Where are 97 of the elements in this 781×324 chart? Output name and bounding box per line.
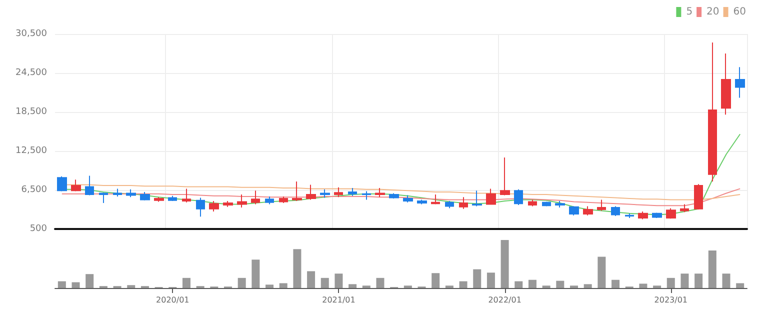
y-tick-label: 18,500 xyxy=(16,107,48,117)
candlestick xyxy=(237,194,247,208)
y-tick-label: 12,500 xyxy=(16,146,48,156)
bar xyxy=(612,280,620,288)
candlestick xyxy=(279,196,288,204)
legend-label: 20 xyxy=(706,6,720,18)
candlestick xyxy=(196,197,205,218)
y-tick-label: 24,500 xyxy=(16,68,48,78)
candlestick xyxy=(140,191,150,201)
candlestick xyxy=(168,195,177,202)
candlestick xyxy=(306,184,316,200)
x-tick-label: 2020/01 xyxy=(156,296,190,304)
candlestick xyxy=(666,208,676,220)
bar xyxy=(307,271,316,288)
candlestick xyxy=(99,192,108,204)
candlestick xyxy=(362,190,371,200)
y-tick-label: 6,500 xyxy=(21,185,48,195)
candlestick xyxy=(528,199,537,207)
candlestick xyxy=(486,188,496,205)
bar xyxy=(86,274,94,288)
bar xyxy=(514,281,523,288)
bar xyxy=(266,284,274,288)
candlestick xyxy=(583,206,593,216)
bar xyxy=(556,280,564,288)
candlestick xyxy=(389,192,399,199)
candlestick xyxy=(251,190,260,205)
bar xyxy=(376,278,384,288)
candlestick xyxy=(555,200,565,208)
bar xyxy=(252,260,260,288)
bar xyxy=(500,240,509,288)
bar xyxy=(694,274,703,288)
bar xyxy=(528,280,536,288)
candlestick xyxy=(265,196,274,205)
bar xyxy=(238,278,246,288)
candlestick xyxy=(320,188,330,198)
bar xyxy=(279,283,288,288)
candlestick xyxy=(292,181,302,202)
bar xyxy=(666,278,675,288)
candlestick xyxy=(680,204,689,213)
y-tick-label: 30,500 xyxy=(16,29,48,39)
candlestick xyxy=(542,201,551,207)
candlestick xyxy=(223,200,233,208)
legend-label: 5 xyxy=(686,6,693,18)
candlestick xyxy=(85,175,94,196)
line-series xyxy=(61,188,741,206)
candlestick xyxy=(71,179,81,192)
candlestick xyxy=(459,196,468,210)
bar xyxy=(127,285,136,288)
x-tick-label: 2021/01 xyxy=(322,296,356,304)
candlestick xyxy=(708,42,717,182)
legend-label: 60 xyxy=(733,6,746,18)
candlestick xyxy=(472,190,482,207)
candlestick xyxy=(154,196,164,202)
candlestick xyxy=(652,212,662,218)
bar xyxy=(459,281,468,288)
bar xyxy=(182,278,190,288)
candlestick xyxy=(500,157,510,196)
candlestick xyxy=(611,206,620,216)
x-tick-label: 2023/01 xyxy=(654,296,688,304)
bar xyxy=(584,284,592,288)
candlestick xyxy=(445,200,454,209)
y-tick-label: 500 xyxy=(30,224,48,234)
candlestick xyxy=(431,194,440,205)
x-tick-label: 2022/01 xyxy=(488,296,522,304)
bar xyxy=(348,284,357,288)
bar xyxy=(680,274,689,288)
bar xyxy=(736,283,744,288)
candlestick xyxy=(113,188,122,197)
candlestick xyxy=(417,199,427,205)
bar xyxy=(708,250,716,288)
candlestick xyxy=(694,184,703,210)
candlestick xyxy=(57,176,67,192)
bar xyxy=(293,249,302,288)
bar xyxy=(72,282,80,288)
bar xyxy=(486,272,495,288)
bar xyxy=(58,281,66,288)
candlestick xyxy=(721,53,731,116)
candlestick xyxy=(209,200,219,212)
candlestick xyxy=(126,188,136,198)
bar xyxy=(598,256,606,288)
candlestick xyxy=(597,199,606,212)
candlestick xyxy=(403,194,413,203)
candlestick xyxy=(638,210,648,220)
candlestick xyxy=(569,206,579,216)
candlestick xyxy=(182,188,191,203)
bar xyxy=(334,274,343,288)
candlestick xyxy=(375,188,385,198)
bar xyxy=(639,284,648,288)
bar xyxy=(722,274,730,288)
bar xyxy=(432,273,440,288)
candlestick xyxy=(514,188,523,206)
candlestick xyxy=(334,186,343,198)
bar xyxy=(473,269,482,288)
bar xyxy=(320,278,329,288)
candlestick xyxy=(348,188,357,196)
candlestick xyxy=(735,66,745,98)
candlestick xyxy=(625,212,634,218)
